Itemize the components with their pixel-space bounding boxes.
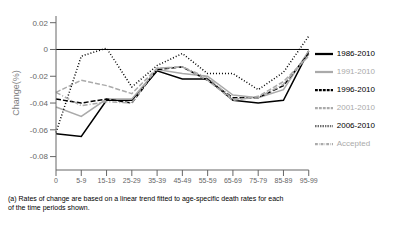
svg-text:-0.02: -0.02 [30, 72, 49, 81]
svg-text:45-49: 45-49 [173, 177, 191, 184]
html-text:1996-2010: 1996-2010 [336, 85, 375, 95]
svg-text:25-29: 25-29 [123, 177, 141, 184]
svg-text:15-19: 15-19 [98, 177, 116, 184]
svg-text:35-39: 35-39 [148, 177, 166, 184]
svg-text:Change(%): Change(%) [11, 70, 21, 116]
svg-text:85-89: 85-89 [275, 177, 293, 184]
svg-text:-0.04: -0.04 [30, 99, 49, 108]
svg-text:0: 0 [44, 45, 49, 54]
svg-text:0: 0 [54, 177, 58, 184]
svg-text:95-99: 95-99 [300, 177, 318, 184]
svg-text:-0.06: -0.06 [30, 126, 49, 135]
html-text:(a) Rates of change are based: (a) Rates of change are based on a linea… [8, 195, 284, 211]
svg-text:-0.08: -0.08 [30, 152, 49, 161]
svg-text:65-69: 65-69 [224, 177, 242, 184]
svg-text:5-9: 5-9 [76, 177, 86, 184]
svg-text:55-59: 55-59 [199, 177, 217, 184]
html-text:1991-2010: 1991-2010 [336, 67, 375, 77]
svg-text:75-79: 75-79 [249, 177, 267, 184]
html-text:2006-2010: 2006-2010 [336, 121, 375, 131]
svg-text:0.02: 0.02 [32, 19, 48, 28]
html-text:1986-2010: 1986-2010 [336, 49, 375, 59]
html-text:2001-2010: 2001-2010 [336, 103, 375, 113]
html-text:Accepted: Accepted [336, 139, 371, 149]
